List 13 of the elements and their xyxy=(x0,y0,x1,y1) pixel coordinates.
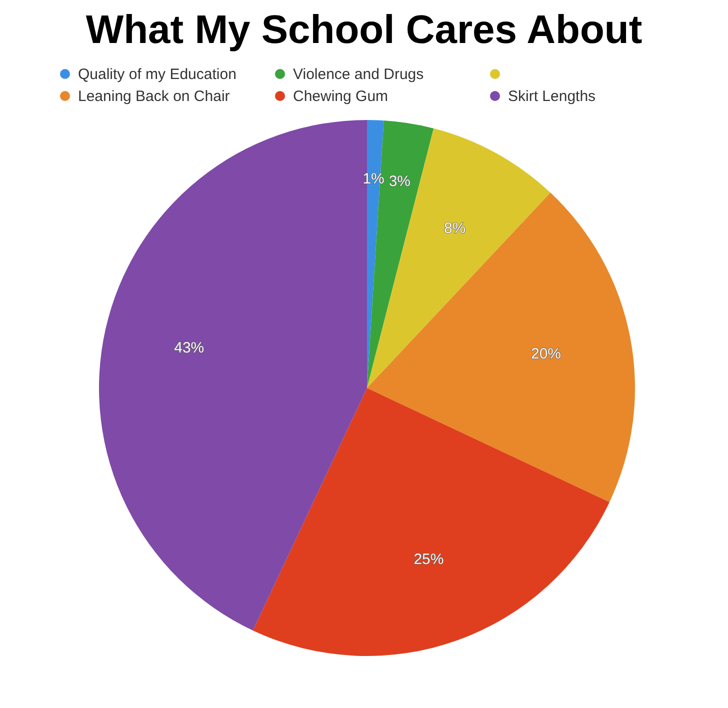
legend-label: Leaning Back on Chair xyxy=(78,88,230,104)
legend-label: Violence and Drugs xyxy=(293,66,424,82)
pie-slice xyxy=(252,388,610,656)
chart-title: What My School Cares About xyxy=(84,8,644,53)
pie-slice xyxy=(367,192,634,502)
legend-label: Quality of my Education xyxy=(78,66,236,82)
data-label: 43% xyxy=(174,340,204,357)
data-label: 20% xyxy=(530,345,562,362)
legend-label: Chewing Gum xyxy=(293,88,388,104)
data-label: 3% xyxy=(388,173,411,190)
legend-label: Skirt Lengths xyxy=(508,88,596,104)
data-label: 8% xyxy=(444,220,466,237)
data-label: 25% xyxy=(414,550,444,568)
